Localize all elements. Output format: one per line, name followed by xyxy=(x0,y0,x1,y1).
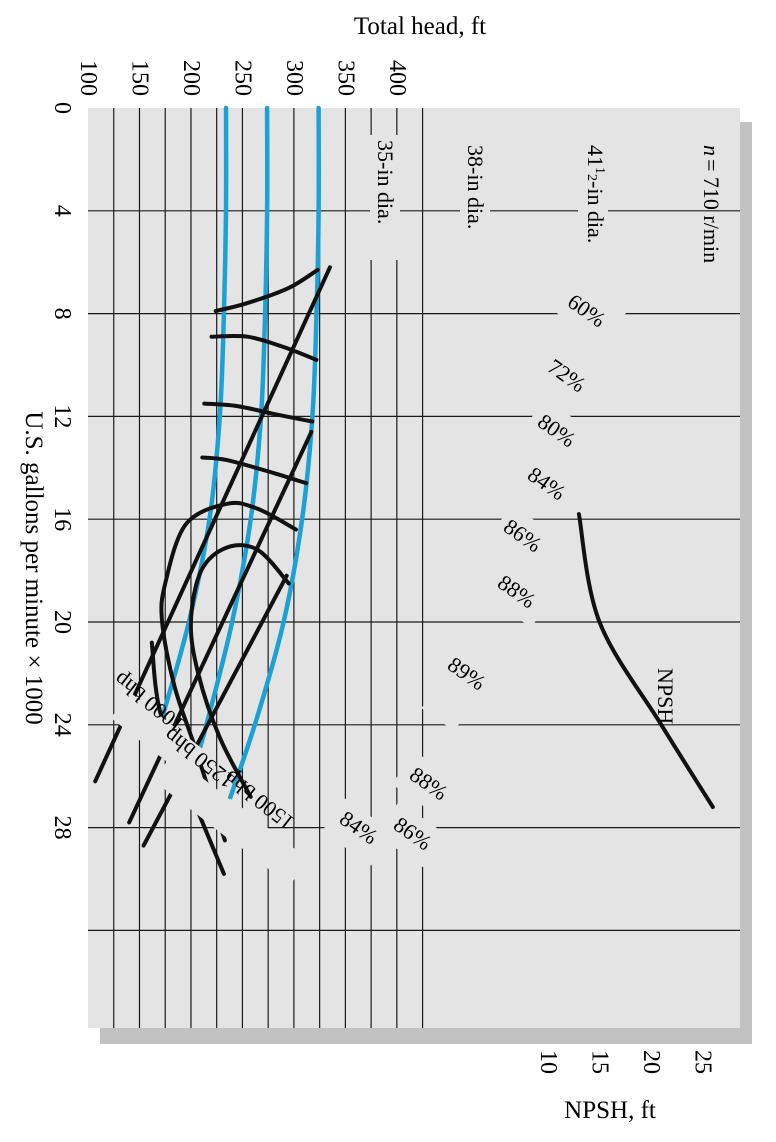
head-tick-300: 300 xyxy=(281,60,307,96)
gpm-tick-12: 12 xyxy=(49,404,75,428)
head-tick-150: 150 xyxy=(126,60,152,96)
head-tick-400: 400 xyxy=(384,60,410,96)
plot-area xyxy=(88,108,740,1028)
gpm-tick-0: 0 xyxy=(49,102,75,114)
npsh-tick-25: 25 xyxy=(690,1050,716,1074)
gpm-tick-16: 16 xyxy=(49,507,75,531)
gpm-axis-title: U.S. gallons per minute × 1000 xyxy=(20,411,47,724)
npsh-tick-20: 20 xyxy=(638,1050,664,1074)
efficiency-curve-84 xyxy=(200,455,309,486)
curves xyxy=(93,105,715,876)
head-curve-41-1-2-in-dia xyxy=(217,105,322,830)
head-tick-100: 100 xyxy=(75,60,101,96)
efficiency-curve-88 xyxy=(188,543,291,799)
npsh-curve-label: NPSH xyxy=(653,668,678,724)
total-head-axis-title: Total head, ft xyxy=(354,13,486,40)
gpm-tick-24: 24 xyxy=(49,713,75,737)
dia-41-label: 4112-in dia. xyxy=(583,145,608,243)
efficiency-curve-80 xyxy=(202,401,315,424)
speed-label: n= 710 r/min xyxy=(699,145,724,263)
tick-labels: 0 4 8 12 16 20 24 28 100 150 200 250 300 350 400 10 15 20… xyxy=(49,60,716,1074)
head-tick-350: 350 xyxy=(332,60,358,96)
npsh-tick-10: 10 xyxy=(535,1050,561,1074)
gpm-tick-8: 8 xyxy=(49,308,75,320)
efficiency-curve-60 xyxy=(213,267,320,313)
head-curve-38-in-dia xyxy=(192,105,270,766)
dia-35-label: 35-in dia. xyxy=(373,140,398,224)
npsh-tick-15: 15 xyxy=(587,1050,613,1074)
efficiency-curve-72 xyxy=(209,333,319,362)
npsh-axis-title: NPSH, ft xyxy=(564,1097,656,1124)
gpm-tick-4: 4 xyxy=(49,205,75,217)
npsh-curve xyxy=(576,512,715,809)
dia-38-label: 38-in dia. xyxy=(463,145,488,229)
gpm-tick-20: 20 xyxy=(49,610,75,634)
gpm-tick-28: 28 xyxy=(49,816,75,840)
power-line-1500-bhp xyxy=(141,573,289,848)
head-tick-250: 250 xyxy=(229,60,255,96)
head-tick-200: 200 xyxy=(178,60,204,96)
power-line-1250-bhp xyxy=(127,429,314,825)
